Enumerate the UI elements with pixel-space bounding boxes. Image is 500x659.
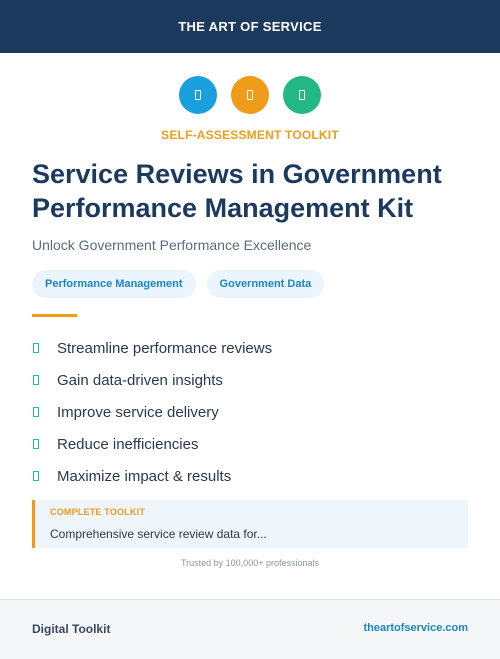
document-icon	[231, 76, 269, 114]
document-icon	[179, 76, 217, 114]
feature-item: Gain data-driven insights	[32, 364, 272, 396]
feature-item: Reduce inefficiencies	[32, 428, 272, 460]
toolkit-callout: COMPLETE TOOLKIT Comprehensive service r…	[32, 500, 468, 548]
feature-item: Streamline performance reviews	[32, 332, 272, 364]
document-icon	[283, 76, 321, 114]
tag-government-data[interactable]: Government Data	[206, 270, 325, 298]
feature-item: Maximize impact & results	[32, 460, 272, 492]
callout-text: Comprehensive service review data for...	[50, 527, 267, 541]
accent-divider	[32, 314, 77, 317]
kicker-label: SELF-ASSESSMENT TOOLKIT	[161, 128, 339, 142]
feature-item: Improve service delivery	[32, 396, 272, 428]
feature-text: Improve service delivery	[57, 403, 219, 421]
feature-text: Streamline performance reviews	[57, 339, 273, 357]
feature-text: Gain data-driven insights	[57, 371, 223, 389]
subtitle: Unlock Government Performance Excellence	[32, 237, 312, 253]
page-title: Service Reviews in Government Performanc…	[32, 159, 442, 223]
icon-row	[0, 76, 500, 114]
trust-statement: Trusted by 100,000+ professionals	[180, 558, 319, 568]
website-link[interactable]: theartofservice.com	[363, 622, 468, 634]
tag-performance-management[interactable]: Performance Management	[32, 270, 196, 298]
feature-text: Maximize impact & results	[57, 467, 232, 485]
check-icon	[33, 343, 39, 353]
footer: Digital Toolkit theartofservice.com	[0, 599, 500, 659]
callout-label: COMPLETE TOOLKIT	[50, 507, 146, 517]
feature-text: Reduce inefficiencies	[57, 435, 199, 453]
check-icon	[33, 471, 39, 481]
check-icon	[33, 407, 39, 417]
top-banner: THE ART OF SERVICE	[0, 0, 500, 53]
check-icon	[33, 375, 39, 385]
brand-name: THE ART OF SERVICE	[178, 19, 322, 34]
footer-label: Digital Toolkit	[32, 622, 111, 636]
tag-list: Performance Management Government Data	[32, 270, 325, 298]
feature-list: Streamline performance reviews Gain data…	[32, 332, 272, 492]
check-icon	[33, 439, 39, 449]
